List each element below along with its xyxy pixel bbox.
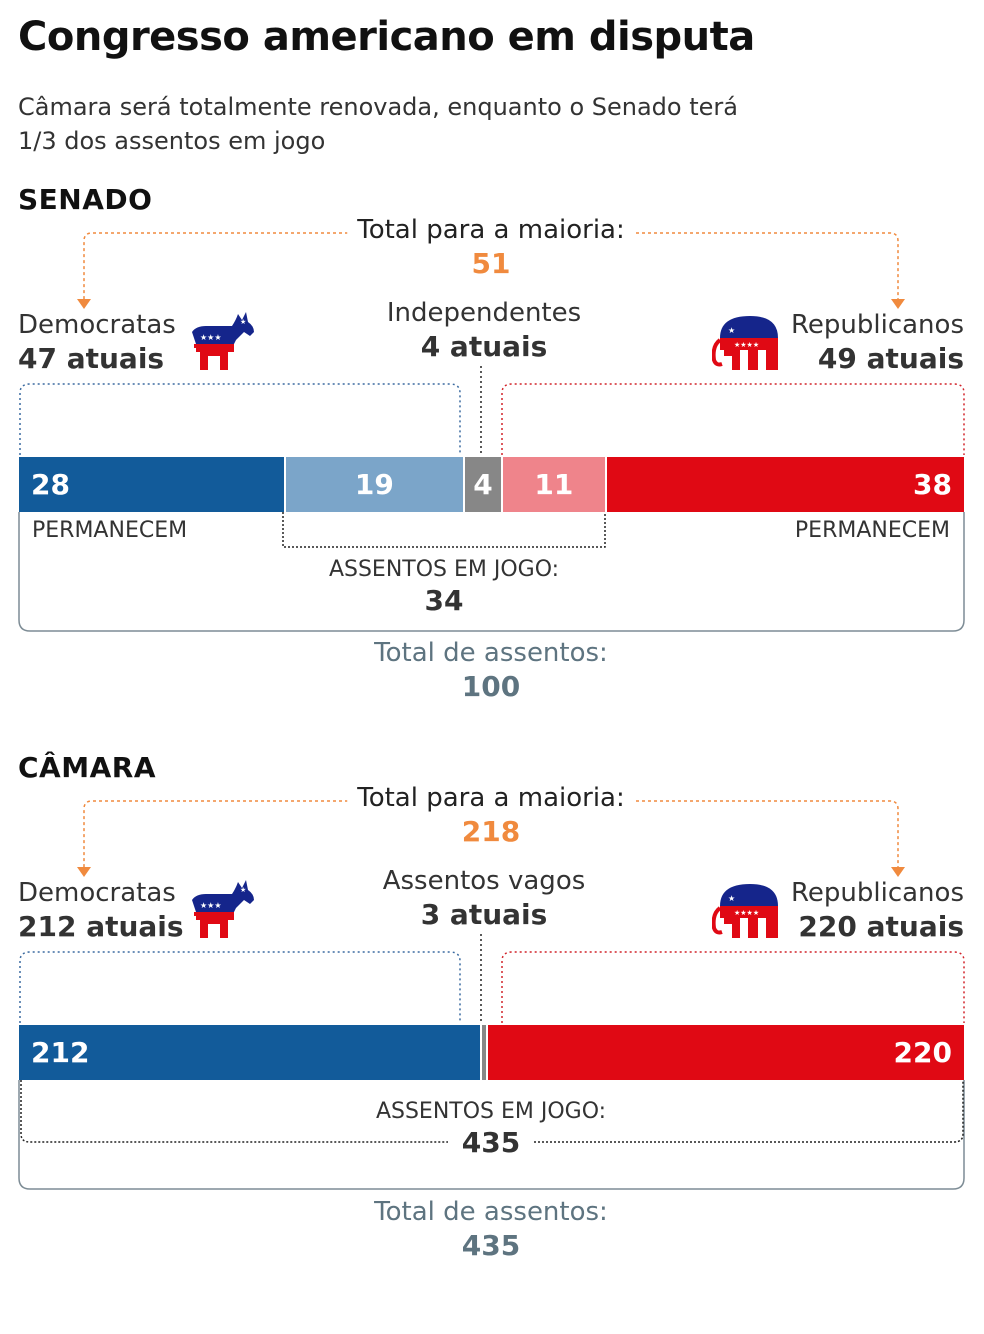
svg-text:★★★★: ★★★★ [734,341,759,349]
bar-segment-dem-play: 19 [283,457,464,512]
senate-majority-label: Total para a maioria: [347,215,635,245]
house-vacant-count: 3 atuais [420,898,548,931]
house-majority-label: Total para a maioria: [347,783,635,813]
senate-rep-name: Republicanos [791,310,964,340]
house-dem-bracket [19,951,461,1023]
senate-ind-name: Independentes [386,298,582,328]
house-bar: 212 220 [19,1025,964,1080]
bar-label-dem-play: 19 [354,468,394,501]
svg-text:★★★★: ★★★★ [734,909,759,917]
donkey-icon: ★★★ ★ [192,880,254,938]
house-dem-name: Democratas [18,878,176,908]
senate-majority-arrows [83,232,899,300]
senate-dem-bracket [19,383,461,455]
house-rep-bracket [501,951,965,1023]
bar-segment-rep-remain: 38 [604,457,964,512]
house-rep-count: 220 atuais [798,910,964,943]
bar-label-dem: 212 [31,1036,90,1069]
svg-text:★★★: ★★★ [200,901,222,910]
svg-text:★: ★ [728,326,735,335]
senate-rep-bracket [501,383,965,455]
donkey-icon: ★★★ ★ [192,312,254,370]
senate-heading: SENADO [18,183,153,216]
house-total-label: Total de assentos: [374,1197,608,1227]
bar-label-ind: 4 [473,468,493,501]
senate-rep-count: 49 atuais [817,342,964,375]
svg-text:★: ★ [240,318,246,326]
house-majority-value: 218 [461,815,521,848]
senate-remain-right: PERMANECEM [794,518,950,543]
senate-bar: 28 19 4 11 38 [19,457,964,512]
bar-segment-vacant [479,1025,487,1080]
bar-segment-rep-play: 11 [500,457,605,512]
page-title: Congresso americano em disputa [18,14,755,60]
house-rep-name: Republicanos [791,878,964,908]
bar-label-rep: 220 [893,1036,952,1069]
house-total-outline [18,1080,965,1190]
house-vacant-name: Assentos vagos [382,866,586,896]
senate-majority-value: 51 [471,247,511,280]
page-subtitle: Câmara será totalmente renovada, enquant… [18,93,738,155]
bar-label-rep-play: 11 [534,468,574,501]
senate-inplay-bracket [282,512,606,548]
bar-label-dem-remain: 28 [31,468,70,501]
bar-segment-dem-remain: 28 [19,457,284,512]
svg-text:★: ★ [240,886,246,894]
elephant-icon: ★ ★★★★ [712,884,778,938]
house-inplay-label: ASSENTOS EM JOGO: [375,1099,607,1124]
senate-inplay-value: 34 [424,584,464,617]
senate-ind-count: 4 atuais [420,330,548,363]
svg-text:★: ★ [728,894,735,903]
senate-total-label: Total de assentos: [374,638,608,668]
senate-dem-name: Democratas [18,310,176,340]
house-heading: CÂMARA [18,751,156,784]
bar-segment-rep: 220 [486,1025,964,1080]
house-inplay-value: 435 [461,1126,521,1159]
house-inplay-bracket [20,1080,964,1143]
bar-label-rep-remain: 38 [913,468,952,501]
bar-segment-ind: 4 [463,457,501,512]
bar-segment-dem: 212 [19,1025,480,1080]
house-total-value: 435 [461,1229,521,1262]
house-dem-count: 212 atuais [18,910,184,943]
svg-text:★★★: ★★★ [200,333,222,342]
senate-dem-count: 47 atuais [18,342,165,375]
senate-total-value: 100 [461,670,521,703]
senate-total-outline [18,512,965,632]
senate-inplay-label: ASSENTOS EM JOGO: [328,557,560,582]
elephant-icon: ★ ★★★★ [712,316,778,370]
house-majority-arrows [83,800,899,868]
senate-remain-left: PERMANECEM [32,518,188,543]
